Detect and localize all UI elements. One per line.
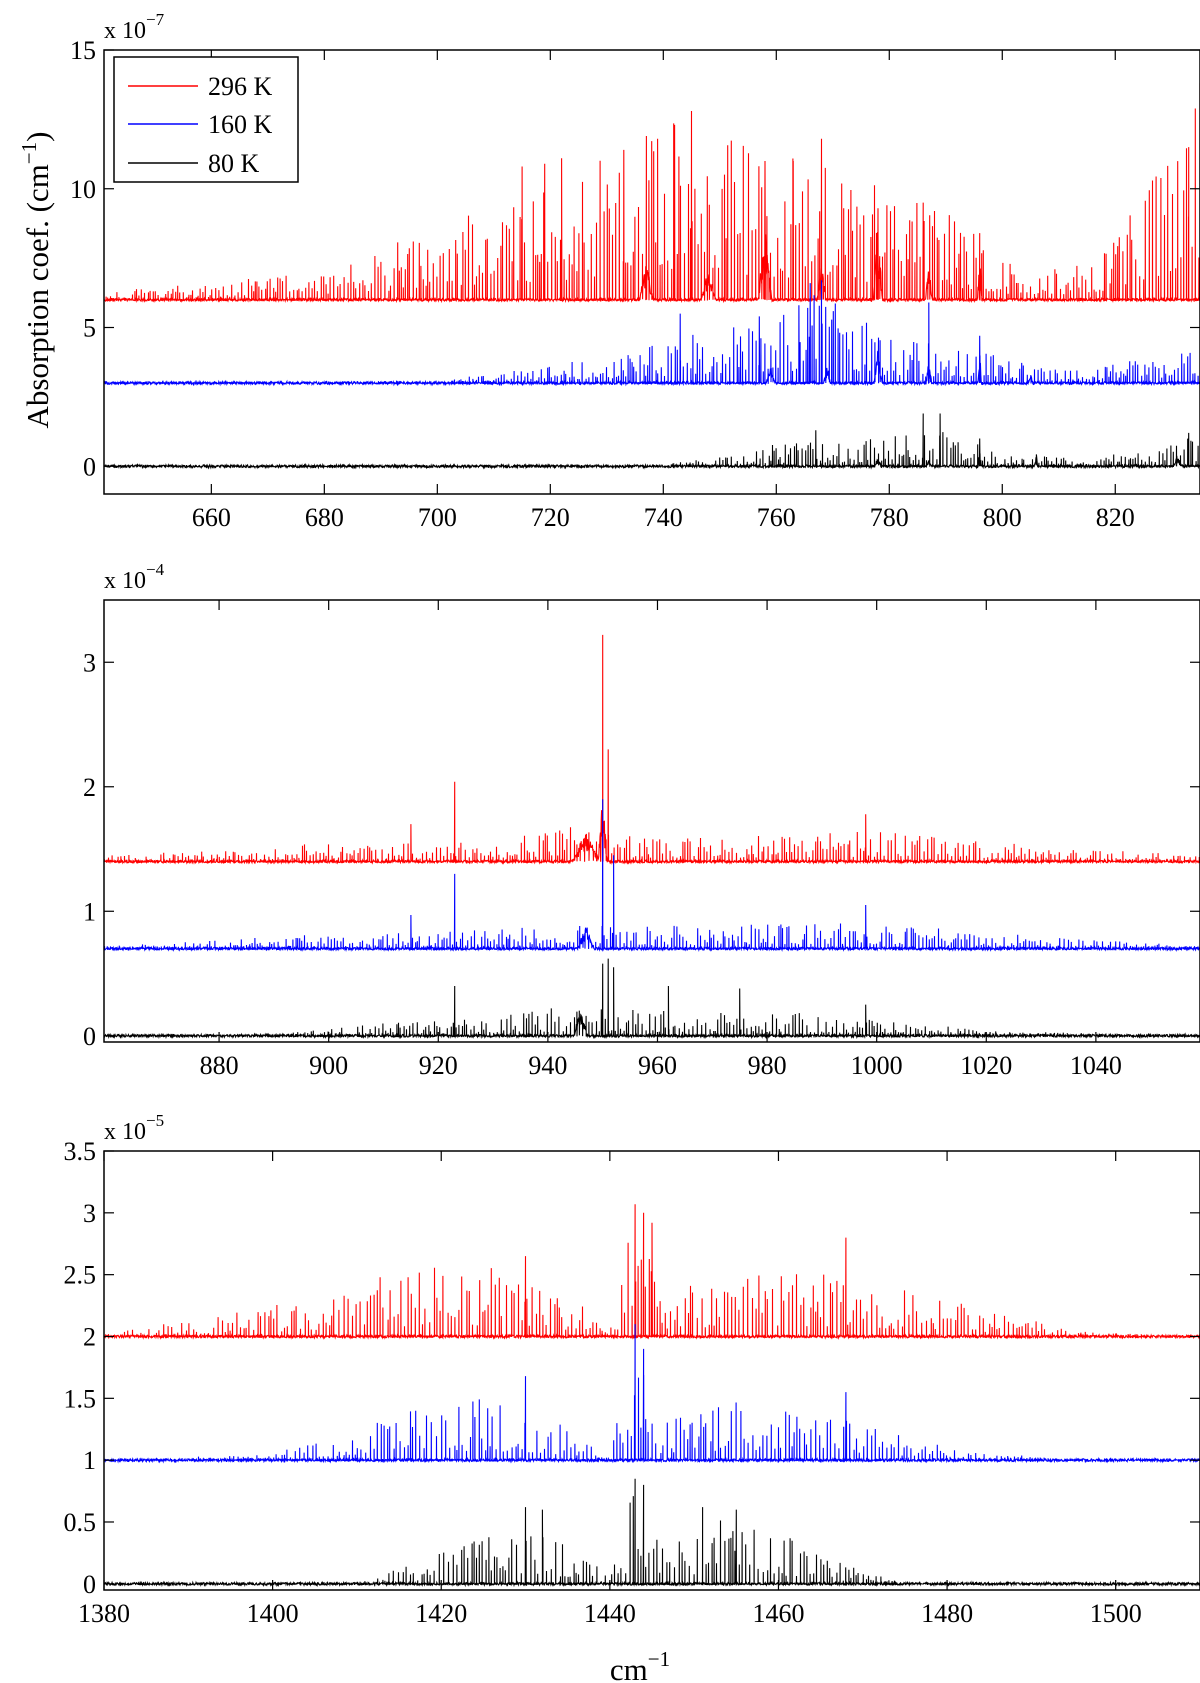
y-tick-label: 3	[83, 1199, 96, 1228]
y-tick-label: 0	[83, 1022, 96, 1051]
series-80k-top	[104, 413, 1200, 470]
y-tick-label: 2	[83, 773, 96, 802]
y-axis-label: Absorption coef. (cm−1)	[17, 132, 55, 429]
y-tick-label: 5	[83, 314, 96, 343]
series-80k-middle	[104, 958, 1200, 1040]
x-tick-label: 1380	[78, 1599, 130, 1628]
series-296k-bottom	[104, 1204, 1200, 1340]
y-tick-label: 0	[83, 1570, 96, 1599]
x-tick-label: 740	[644, 503, 683, 532]
y-axis-label-close: )	[20, 132, 55, 142]
x-tick-label: 900	[309, 1051, 348, 1080]
x-tick-label: 940	[528, 1051, 567, 1080]
y-tick-label: 1.5	[64, 1384, 97, 1413]
x-tick-label: 1460	[752, 1599, 804, 1628]
series-296k-middle	[104, 634, 1200, 865]
panel-top-frame	[103, 49, 1200, 495]
panel-middle-frame	[103, 599, 1200, 1043]
svg-text:Absorption coef. (cm−1): Absorption coef. (cm−1)	[17, 132, 55, 429]
y-tick-label: 1	[83, 897, 96, 926]
x-tick-label: 980	[748, 1051, 787, 1080]
x-axis-label: cm−1	[610, 1647, 670, 1683]
y-tick-label: 3.5	[64, 1137, 97, 1166]
x-tick-label: 720	[531, 503, 570, 532]
y-axis-label-text: Absorption coef. (cm	[20, 164, 55, 428]
y-axis-label-sup: −1	[17, 142, 41, 164]
series-160k-middle	[104, 799, 1200, 953]
panel-middle-traces	[104, 634, 1200, 1040]
panel-bottom-frame	[103, 1150, 1200, 1591]
y-tick-label: 15	[70, 36, 96, 65]
x-tick-label: 1000	[851, 1051, 903, 1080]
x-axis-label-sup: −1	[648, 1647, 670, 1671]
legend-label-80k: 80 K	[208, 149, 260, 178]
y-tick-label: 2	[83, 1322, 96, 1351]
legend-label-160k: 160 K	[208, 110, 273, 139]
panel-top-scale-factor: x 10−7	[104, 10, 165, 44]
series-160k-top	[104, 280, 1200, 387]
panel-bottom: 1380 1400 1420 1440 1460 1480 1500 0 0.5 1 1.5 2 2.5…	[64, 1111, 1200, 1628]
panel-middle-scale-factor: x 10−4	[104, 560, 165, 594]
series-296k-top	[104, 83, 1200, 304]
x-tick-label: 660	[192, 503, 231, 532]
x-tick-label: 1040	[1070, 1051, 1122, 1080]
x-tick-label: 880	[200, 1051, 239, 1080]
series-80k-bottom	[104, 1478, 1200, 1588]
legend: 296 K 160 K 80 K	[113, 56, 299, 183]
x-tick-label: 680	[305, 503, 344, 532]
x-tick-label: 960	[638, 1051, 677, 1080]
x-tick-label: 700	[418, 503, 457, 532]
x-tick-label: 820	[1096, 503, 1135, 532]
x-tick-label: 780	[870, 503, 909, 532]
legend-label-296k: 296 K	[208, 72, 273, 101]
panel-top: 660 680 700 720 740 760 780 800 820 0 5 10 15 x 10−7	[70, 10, 1200, 532]
x-tick-label: 1420	[415, 1599, 467, 1628]
x-tick-label: 920	[419, 1051, 458, 1080]
x-tick-label: 800	[983, 503, 1022, 532]
x-tick-label: 1480	[921, 1599, 973, 1628]
y-tick-label: 1	[83, 1446, 96, 1475]
panel-bottom-scale-factor: x 10−5	[104, 1111, 164, 1145]
x-axis-label-text: cm	[610, 1652, 648, 1683]
series-160k-bottom	[104, 1324, 1200, 1464]
x-tick-label: 760	[757, 503, 796, 532]
panel-bottom-traces	[104, 1204, 1200, 1588]
panel-middle: 880 900 920 940 960 980 1000 1020 1040 0 1 2 3 x 10−4	[83, 560, 1200, 1080]
panel-top-traces	[104, 83, 1200, 470]
y-tick-label: 0.5	[64, 1508, 97, 1537]
y-tick-label: 2.5	[64, 1261, 97, 1290]
svg-text:cm−1: cm−1	[610, 1647, 670, 1683]
x-tick-label: 1500	[1090, 1599, 1142, 1628]
x-tick-label: 1020	[960, 1051, 1012, 1080]
y-tick-label: 10	[70, 175, 96, 204]
legend-box	[113, 56, 299, 183]
y-tick-label: 3	[83, 648, 96, 677]
y-tick-label: 0	[83, 452, 96, 481]
x-tick-label: 1400	[247, 1599, 299, 1628]
x-tick-label: 1440	[584, 1599, 636, 1628]
